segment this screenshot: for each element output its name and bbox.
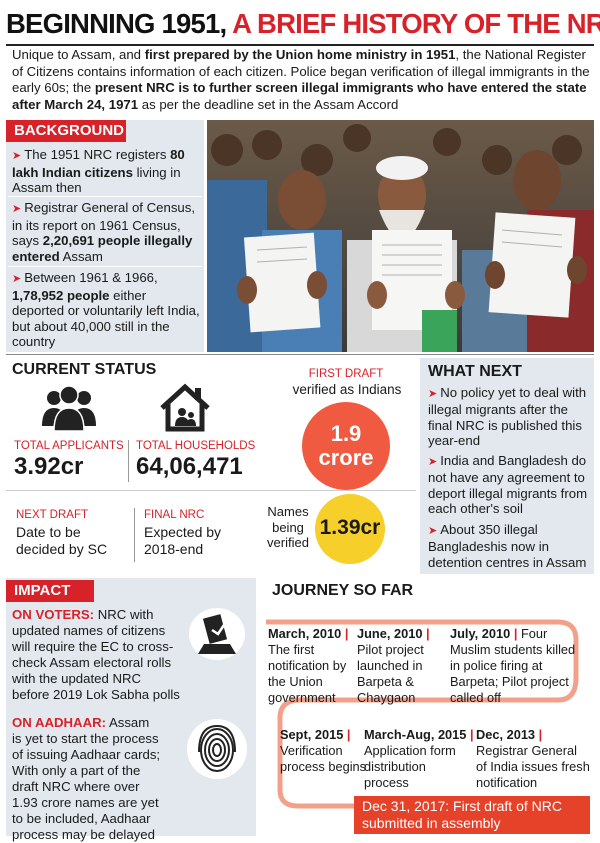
- next-draft-label: NEXT DRAFT: [16, 509, 88, 521]
- first-draft-value: 1.9 crore: [302, 422, 390, 470]
- event-text: Verification process begins: [280, 743, 367, 774]
- first-draft-value-1: 1.9: [330, 421, 362, 446]
- event-date: Sept, 2015: [280, 727, 344, 742]
- event-date: July, 2010: [450, 626, 511, 641]
- event-text: Registrar General of India issues fresh …: [476, 743, 590, 790]
- total-households-label: TOTAL HOUSEHOLDS: [136, 440, 256, 452]
- background-panel: [6, 120, 204, 352]
- bg1-a: The 1951 NRC registers: [24, 147, 171, 162]
- names-verified-value: 1.39cr: [319, 516, 381, 539]
- intro-text-3: as per the deadline set in the Assam Acc…: [138, 96, 399, 112]
- bg3-a: Between 1961 & 1966,: [24, 270, 158, 285]
- arrow-icon: ➤: [12, 150, 22, 162]
- total-households-value: 64,06,471: [136, 453, 243, 480]
- current-status-heading: CURRENT STATUS: [12, 361, 157, 378]
- what-next-text-1: No policy yet to deal with illegal migra…: [428, 385, 587, 449]
- journey-heading: JOURNEY SO FAR: [272, 582, 414, 599]
- background-item-3: ➤ Between 1961 & 1966, 1,78,952 people ei…: [12, 270, 200, 350]
- timeline-path: [258, 600, 598, 841]
- event-text: Four Muslim students killed in police fi…: [450, 626, 576, 705]
- intro-text-1: Unique to Assam, and: [12, 47, 145, 62]
- what-next-text-2: India and Bangladesh do not have any agr…: [428, 453, 588, 517]
- intro-text-2: , the National Register of Citizens cont…: [12, 47, 590, 95]
- journey-event-4: Sept, 2015 | Verification process begins: [280, 727, 367, 774]
- divider: [6, 490, 416, 491]
- voters-text: NRC with updated names of citizens will …: [12, 607, 180, 702]
- arrow-icon: ➤: [12, 273, 22, 285]
- title-rule: [6, 44, 594, 46]
- section-divider: [6, 354, 594, 355]
- names-being-verified-label: Names being verified: [267, 504, 309, 550]
- bg3-b: 1,78,952 people: [12, 287, 110, 303]
- what-next-heading: WHAT NEXT: [428, 363, 522, 380]
- event-text: The first notification by the Union gove…: [268, 642, 347, 705]
- bg2-b: 2,20,691 people illegally entered: [12, 233, 193, 264]
- final-milestone-box: Dec 31, 2017: First draft of NRC submitt…: [354, 796, 590, 834]
- intro-bold-2: present NRC is to further screen illegal…: [12, 80, 587, 112]
- intro-bold-1: first prepared by the Union home ministr…: [144, 47, 456, 62]
- arrow-icon: ➤: [428, 525, 438, 537]
- journey-event-1: March, 2010 | The first notification by t…: [268, 626, 349, 705]
- event-text: Application form distribution process: [364, 743, 456, 790]
- divider: [134, 508, 135, 562]
- total-applicants-value: 3.92cr: [14, 453, 84, 480]
- first-draft-sub: verified as Indians: [292, 382, 402, 397]
- intro-paragraph: Unique to Assam, and first prepared by t…: [12, 47, 590, 113]
- voters-label: ON VOTERS:: [12, 607, 95, 622]
- event-text: Pilot project launched in Barpeta & Chay…: [357, 642, 424, 705]
- what-next-text-3: About 350 illegal Bangladeshis now in de…: [428, 522, 587, 570]
- arrow-icon: ➤: [428, 388, 438, 400]
- title-part1: BEGINNING 1951,: [6, 8, 227, 39]
- arrow-icon: ➤: [12, 203, 22, 215]
- fingerprint-icon: [186, 718, 248, 785]
- impact-aadhaar: ON AADHAAR: Assam is yet to start the pr…: [12, 715, 162, 843]
- bg3-c: either deported or voluntarily left Indi…: [12, 287, 200, 350]
- what-next-item-2: ➤ India and Bangladesh do not have any ag…: [428, 453, 588, 517]
- journey-event-6: Dec, 2013 | Registrar General of India is…: [476, 727, 590, 790]
- bg1-c: living in Assam then: [12, 164, 181, 196]
- impact-heading: IMPACT: [6, 580, 94, 602]
- house-icon: [158, 382, 212, 437]
- total-applicants-label: TOTAL APPLICANTS: [14, 440, 124, 452]
- bg2-a: Registrar General of Census, in its repo…: [12, 200, 195, 248]
- event-date: March, 2010: [268, 626, 342, 641]
- arrow-icon: ➤: [428, 456, 438, 468]
- first-draft-circle: [302, 402, 390, 490]
- people-icon: [40, 384, 98, 437]
- background-item-2: ➤ Registrar General of Census, in its rep…: [12, 200, 200, 264]
- journey-event-5: March-Aug, 2015 | Application form distri…: [364, 727, 474, 790]
- people-holding-documents-photo: [207, 120, 594, 352]
- first-draft-label: FIRST DRAFT: [308, 368, 384, 380]
- journey-event-2: June, 2010 | Pilot project launched in Ba…: [357, 626, 430, 705]
- aadhaar-text: Assam is yet to start the process of iss…: [12, 715, 161, 842]
- next-draft-text: Date to be decided by SC: [16, 524, 108, 557]
- page-title: BEGINNING 1951, A BRIEF HISTORY OF THE N…: [6, 4, 600, 44]
- names-verified-circle: [315, 494, 385, 564]
- event-date: March-Aug, 2015: [364, 727, 467, 742]
- background-heading: BACKGROUND: [6, 120, 126, 142]
- ballot-box-icon: [186, 604, 248, 667]
- impact-voters: ON VOTERS: NRC with updated names of cit…: [12, 607, 182, 703]
- divider: [128, 440, 129, 482]
- divider: [8, 196, 202, 197]
- event-date: Dec, 2013: [476, 727, 536, 742]
- event-date: June, 2010: [357, 626, 423, 641]
- aadhaar-label: ON AADHAAR:: [12, 715, 107, 730]
- bg1-b: 80 lakh Indian citizens: [12, 147, 185, 180]
- what-next-item-3: ➤ About 350 illegal Bangladeshis now in d…: [428, 522, 588, 570]
- first-draft-value-2: crore: [318, 445, 374, 470]
- divider: [8, 266, 202, 267]
- background-item-1: ➤ The 1951 NRC registers 80 lakh Indian c…: [12, 147, 200, 196]
- final-nrc-text: Expected by 2018-end: [144, 524, 222, 557]
- final-nrc-label: FINAL NRC: [144, 509, 205, 521]
- title-part2: A BRIEF HISTORY OF THE NRC: [232, 8, 600, 39]
- journey-event-3: July, 2010 | Four Muslim students killed…: [450, 626, 576, 705]
- what-next-panel: [420, 358, 594, 574]
- what-next-item-1: ➤ No policy yet to deal with illegal migr…: [428, 385, 588, 449]
- bg2-c: Assam: [59, 248, 103, 264]
